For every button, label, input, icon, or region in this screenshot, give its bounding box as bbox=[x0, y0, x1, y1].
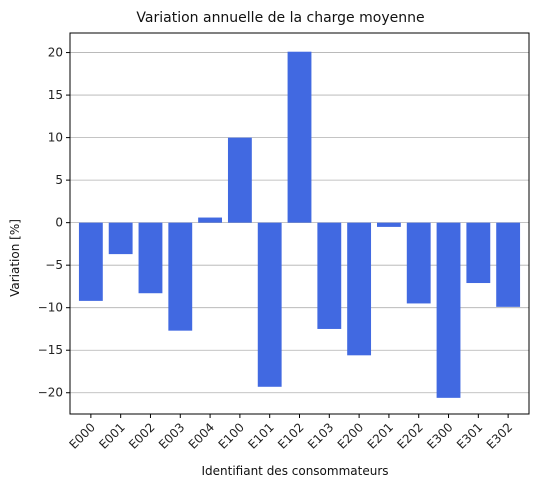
y-tick-label: −5 bbox=[45, 258, 63, 272]
x-tick-label: E100 bbox=[216, 420, 247, 451]
bar-e201 bbox=[376, 222, 401, 227]
bar-e003 bbox=[168, 222, 193, 331]
bar-e004 bbox=[198, 217, 223, 223]
plot-frame bbox=[69, 32, 530, 415]
x-tick-label: E004 bbox=[186, 420, 217, 451]
x-tick-label: E003 bbox=[156, 420, 187, 451]
bar-e103 bbox=[317, 222, 342, 329]
x-axis-title: Identifiant des consommateurs bbox=[201, 464, 388, 478]
x-axis: E000E001E002E003E004E100E101E102E103E200… bbox=[67, 414, 515, 452]
bar-e100 bbox=[227, 137, 252, 223]
chart-title: Variation annuelle de la charge moyenne bbox=[136, 10, 424, 26]
y-axis-title: Variation [%] bbox=[8, 219, 22, 297]
x-tick-label: E101 bbox=[245, 420, 276, 451]
bar-e200 bbox=[347, 222, 372, 356]
x-tick-label: E102 bbox=[275, 420, 306, 451]
bar-e101 bbox=[257, 222, 282, 387]
bar-e002 bbox=[138, 222, 163, 294]
x-tick-label: E200 bbox=[335, 420, 366, 451]
x-tick-label: E001 bbox=[96, 420, 127, 451]
x-tick-label: E000 bbox=[67, 420, 98, 451]
bar-e300 bbox=[436, 222, 461, 398]
bar-e102 bbox=[287, 51, 312, 223]
x-tick-label: E103 bbox=[305, 420, 336, 451]
y-tick-label: −10 bbox=[38, 301, 63, 315]
bar-e301 bbox=[466, 222, 491, 284]
bar-e000 bbox=[78, 222, 103, 301]
y-tick-label: 20 bbox=[48, 46, 63, 60]
bar-e202 bbox=[406, 222, 431, 304]
y-tick-label: 5 bbox=[55, 173, 63, 187]
y-tick-label: −20 bbox=[38, 386, 63, 400]
x-tick-label: E301 bbox=[454, 420, 485, 451]
x-tick-label: E002 bbox=[126, 420, 157, 451]
bars bbox=[78, 51, 521, 398]
y-tick-label: 15 bbox=[48, 88, 63, 102]
y-tick-label: −15 bbox=[38, 343, 63, 357]
x-tick-label: E300 bbox=[424, 420, 455, 451]
x-tick-label: E201 bbox=[365, 420, 396, 451]
y-tick-label: 10 bbox=[48, 131, 63, 145]
y-axis: −20 −15 −10 −5 0 5 10 15 20 bbox=[38, 46, 70, 400]
bar-e302 bbox=[496, 222, 521, 307]
y-tick-label: 0 bbox=[55, 216, 63, 230]
bar-e001 bbox=[108, 222, 133, 255]
x-tick-label: E202 bbox=[394, 420, 425, 451]
x-tick-label: E302 bbox=[484, 420, 515, 451]
